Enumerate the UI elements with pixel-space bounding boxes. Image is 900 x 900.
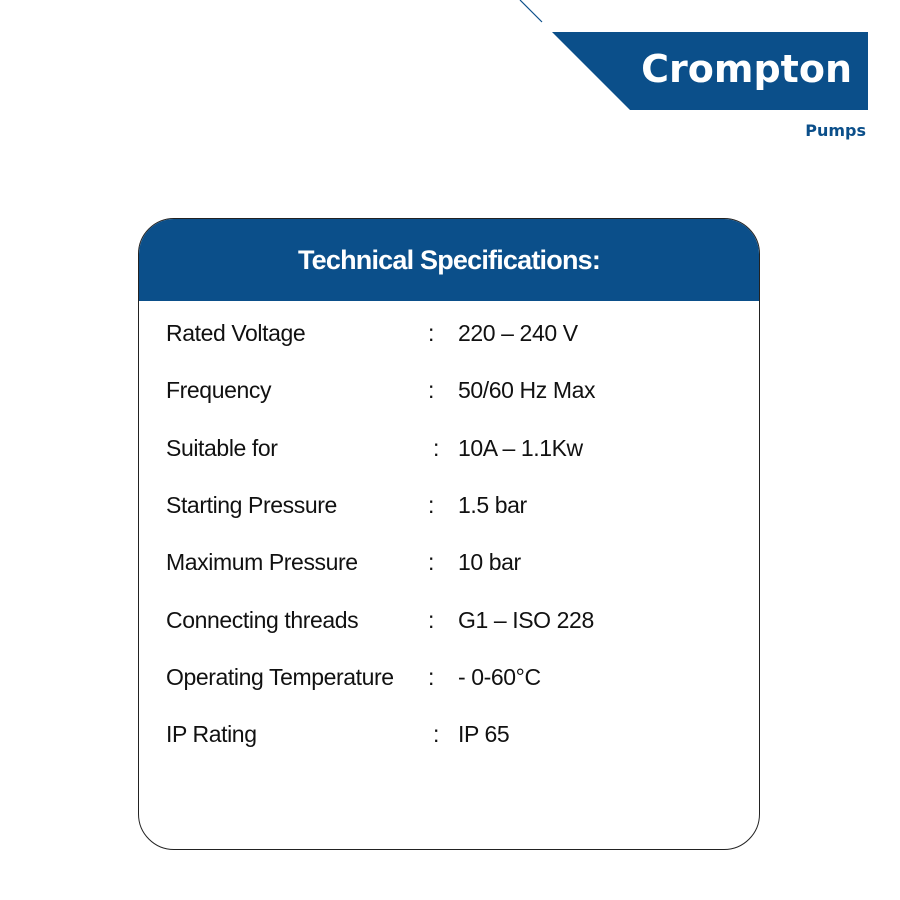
- spec-label: Rated Voltage: [166, 320, 306, 346]
- spec-separator: :: [433, 434, 439, 461]
- spec-value: 1.5 bar: [458, 491, 527, 518]
- spec-value: 220 – 240 V: [458, 320, 578, 346]
- logo: Crompton Pumps: [519, 0, 868, 140]
- spec-label: Maximum Pressure: [166, 549, 358, 576]
- spec-label: Frequency: [166, 377, 272, 404]
- spec-label: IP Rating: [166, 721, 257, 748]
- brand-tagline: Pumps: [805, 121, 866, 140]
- spec-label: Operating Temperature: [166, 663, 394, 690]
- spec-separator: :: [428, 549, 434, 576]
- spec-label: Starting Pressure: [166, 491, 337, 518]
- spec-separator: :: [433, 721, 439, 748]
- spec-label: Connecting threads: [166, 606, 359, 633]
- spec-value: 10 bar: [458, 549, 521, 576]
- card-title: Technical Specifications:: [139, 219, 759, 301]
- spec-separator: :: [428, 606, 434, 633]
- spec-separator: :: [428, 377, 434, 404]
- spec-separator: :: [428, 663, 434, 690]
- spec-card: Technical Specifications: Rated Voltage:…: [138, 218, 760, 850]
- spec-value: G1 – ISO 228: [458, 606, 594, 633]
- spec-separator: :: [428, 491, 434, 518]
- spec-value: 50/60 Hz Max: [458, 377, 596, 404]
- logo-line: [519, 0, 543, 23]
- spec-label: Suitable for: [166, 434, 278, 461]
- spec-value: - 0-60°C: [458, 663, 541, 690]
- spec-value: IP 65: [458, 721, 510, 748]
- spec-separator: :: [428, 320, 434, 346]
- spec-value: 10A – 1.1Kw: [458, 434, 583, 461]
- logo-badge: [552, 32, 868, 110]
- brand-name: Crompton: [641, 47, 852, 91]
